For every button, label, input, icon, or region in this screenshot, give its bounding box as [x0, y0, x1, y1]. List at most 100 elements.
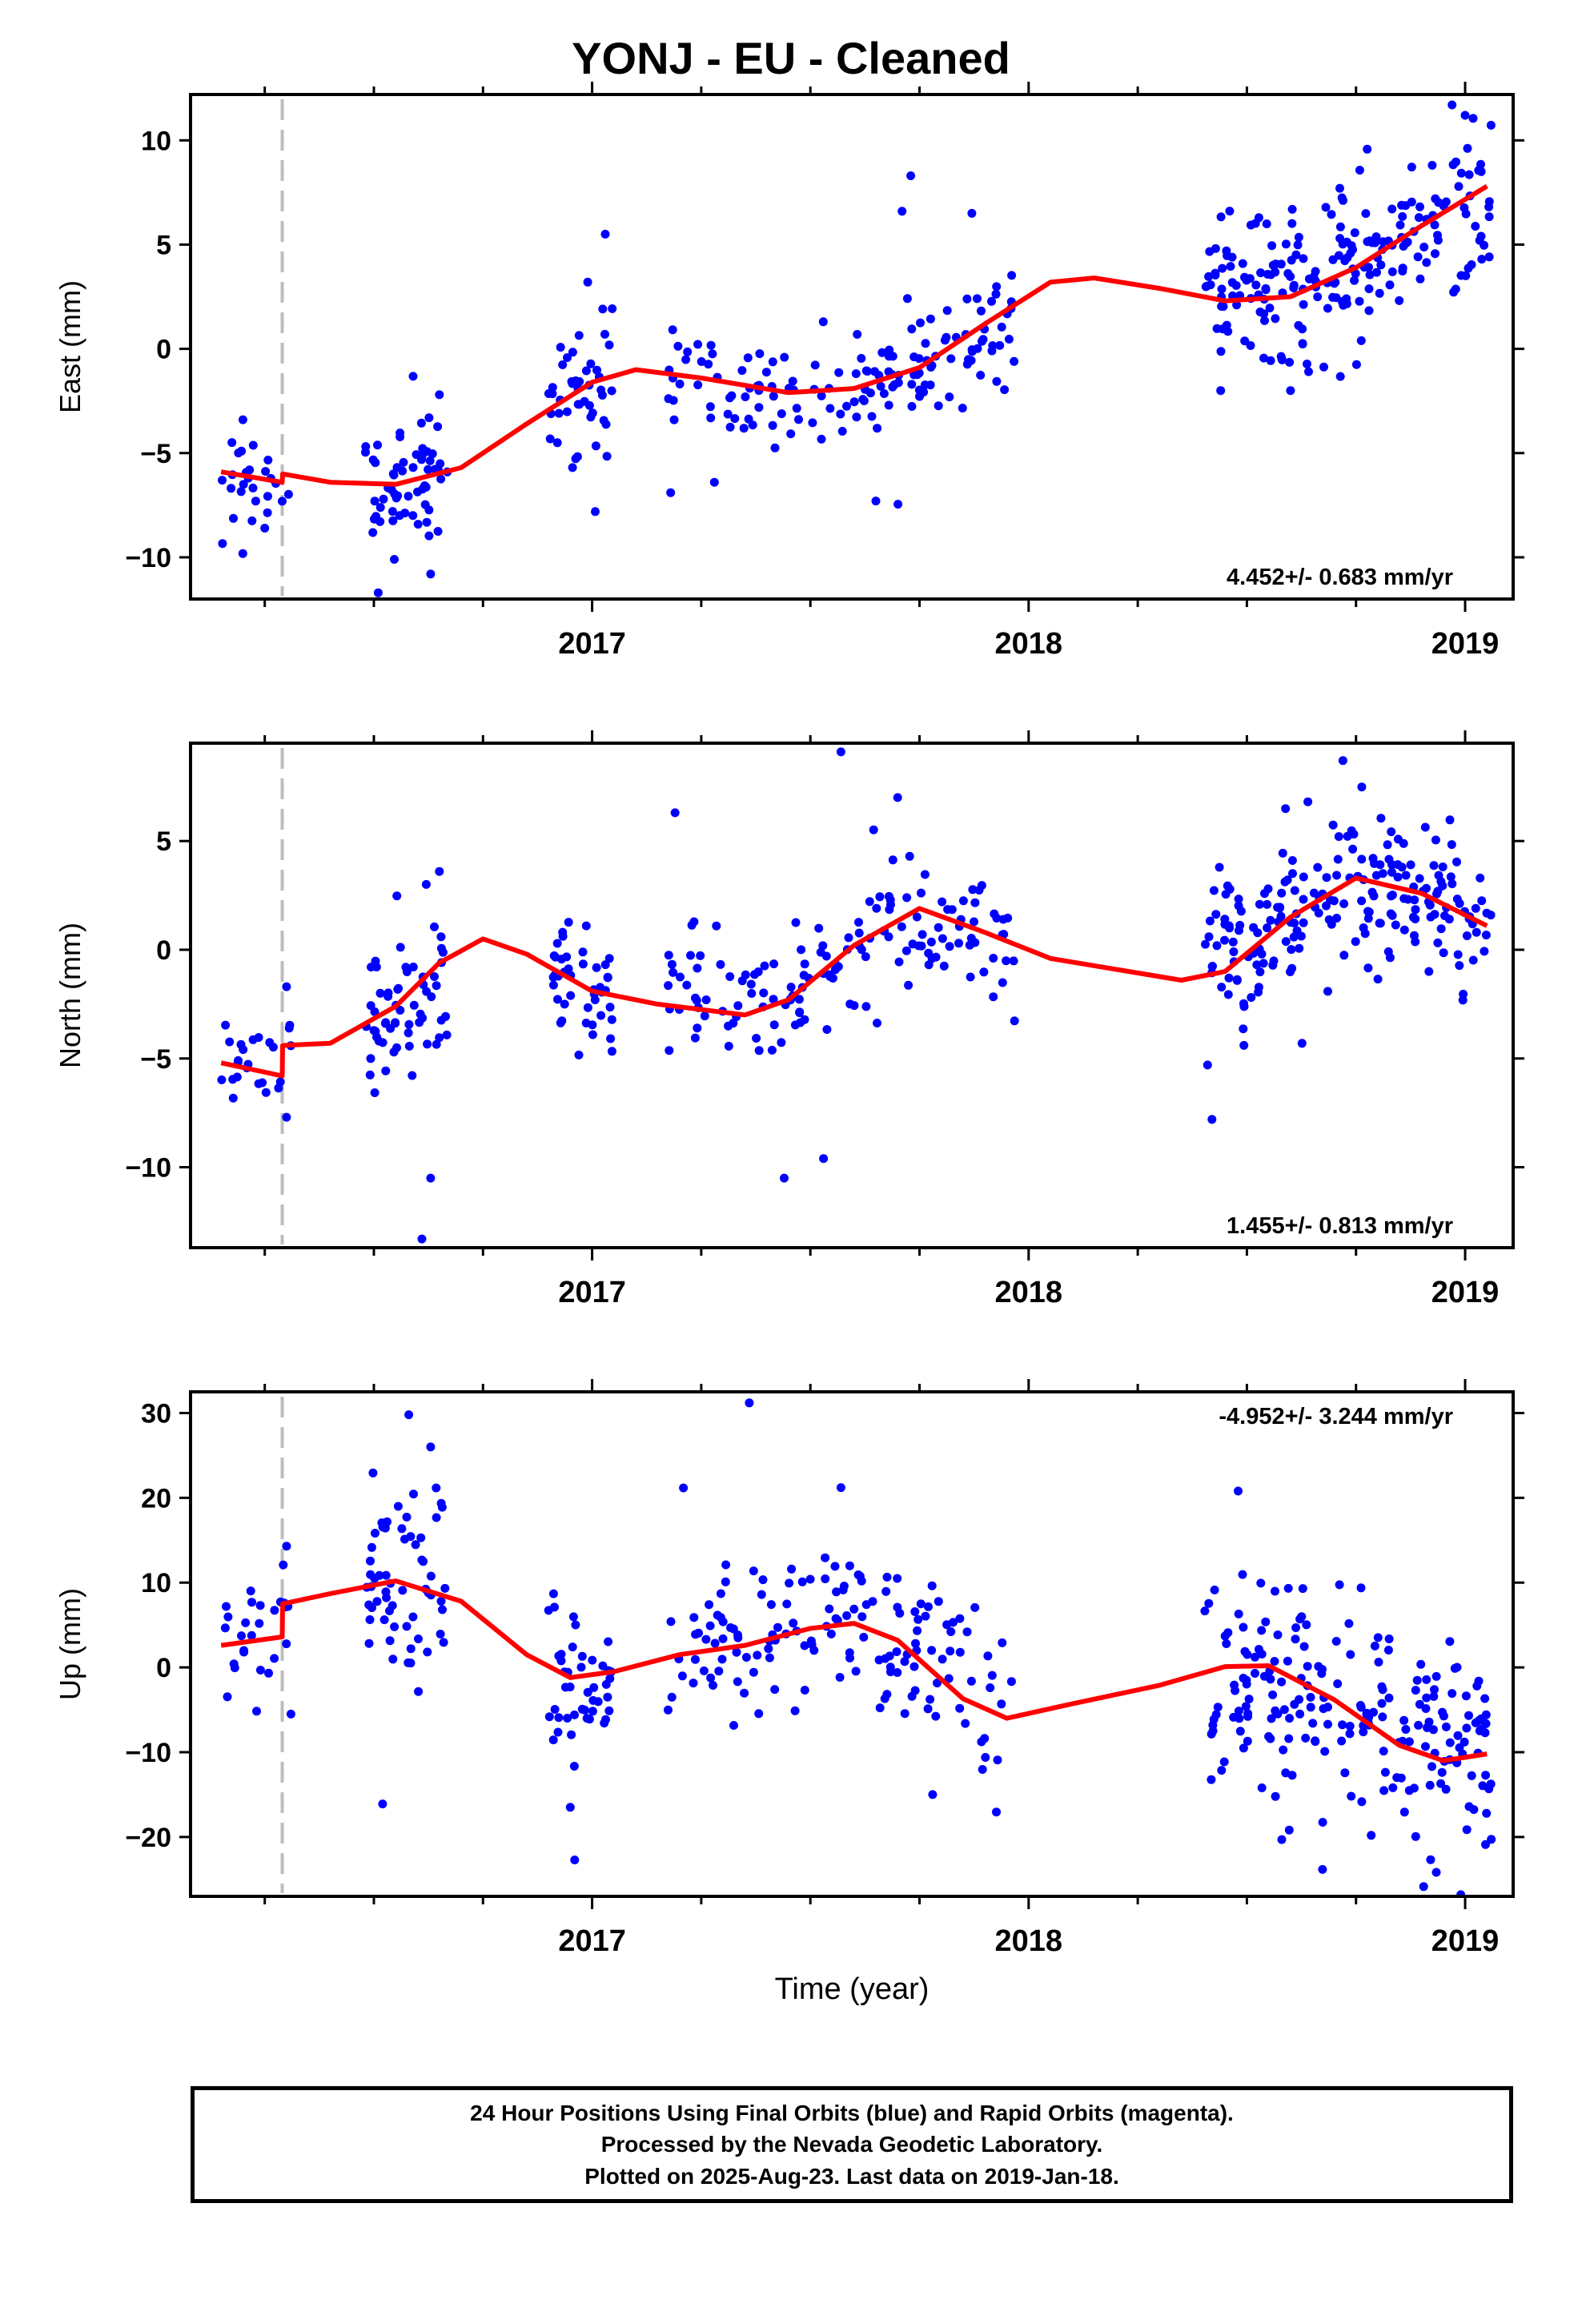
data-point [997, 1699, 1006, 1709]
data-point [1429, 861, 1439, 870]
y-tick-label: −5 [140, 439, 171, 469]
data-point [875, 1703, 885, 1713]
data-point [769, 995, 778, 1004]
data-point [1379, 1747, 1388, 1756]
data-point [997, 322, 1006, 332]
data-point [591, 507, 600, 517]
data-point [393, 491, 403, 501]
data-point [689, 1613, 699, 1622]
data-point [733, 1633, 743, 1642]
data-point [967, 347, 977, 356]
data-point [1236, 907, 1246, 916]
data-point [897, 922, 906, 931]
data-point [920, 870, 930, 879]
data-point [1433, 235, 1443, 245]
data-point [1351, 937, 1360, 947]
data-point [691, 993, 700, 1003]
x-tick-label: 2019 [1431, 1276, 1500, 1309]
data-point [669, 415, 679, 424]
data-point [741, 392, 750, 401]
data-point [909, 1662, 919, 1671]
data-point [545, 434, 555, 444]
data-point [900, 1657, 909, 1667]
data-point [552, 438, 562, 448]
data-point-outlier [928, 1790, 938, 1799]
data-point-outlier [282, 1542, 291, 1551]
data-point-outlier [417, 1234, 427, 1244]
data-point [1239, 1024, 1248, 1034]
data-point [780, 352, 789, 362]
data-point [368, 1468, 378, 1478]
data-point [606, 1034, 616, 1043]
data-point [989, 992, 998, 1002]
data-point [1297, 1039, 1307, 1048]
data-point [436, 1015, 446, 1025]
data-point [436, 1597, 446, 1606]
data-point [795, 1008, 805, 1018]
data-point [1232, 300, 1242, 310]
data-point [825, 1604, 834, 1614]
data-point [1241, 1702, 1251, 1711]
data-point [1345, 1722, 1355, 1731]
data-point [1367, 1831, 1376, 1840]
data-point [893, 1574, 902, 1583]
data-point [786, 429, 796, 439]
data-point [279, 1560, 288, 1570]
data-point [388, 516, 398, 525]
rate-label: -4.952+/- 3.244 mm/yr [1219, 1404, 1453, 1429]
data-point [416, 418, 426, 428]
data-point [689, 917, 699, 927]
data-point [248, 1035, 258, 1044]
data-point [995, 340, 1005, 350]
data-point [1451, 284, 1460, 294]
data-point [786, 983, 796, 992]
data-point [574, 331, 584, 340]
data-point [1277, 355, 1287, 364]
data-point [946, 1627, 956, 1636]
data-point [917, 930, 927, 939]
data-point [436, 1630, 445, 1638]
data-point [849, 397, 859, 407]
data-point [759, 988, 769, 998]
data-point [1323, 1719, 1332, 1729]
x-tick-label: 2017 [558, 627, 626, 661]
data-point [921, 1611, 930, 1621]
data-point [1444, 915, 1454, 924]
data-point [805, 1574, 815, 1584]
data-point [1407, 163, 1416, 172]
data-point [409, 1490, 418, 1499]
data-point [741, 970, 750, 979]
data-point [227, 484, 236, 493]
data-point [1287, 856, 1297, 865]
data-point [973, 294, 982, 304]
data-point [768, 420, 777, 430]
data-point [568, 463, 577, 472]
data-point [222, 1602, 231, 1611]
data-point [1453, 1731, 1463, 1740]
data-point [958, 896, 968, 906]
data-point [370, 1088, 379, 1097]
x-tick-label: 2018 [995, 1276, 1063, 1309]
data-point [1455, 961, 1464, 971]
data-point [556, 955, 566, 964]
data-point [1386, 909, 1395, 919]
y-tick-label: 0 [156, 335, 171, 365]
data-point [398, 1586, 408, 1595]
data-point [588, 1030, 597, 1039]
data-point [567, 1730, 576, 1739]
data-point [1430, 1685, 1439, 1695]
data-point [565, 1683, 575, 1691]
data-point [1438, 862, 1447, 871]
plot-area [218, 99, 1496, 597]
data-point [1411, 1686, 1420, 1695]
y-axis-label: North (mm) [54, 923, 86, 1068]
data-point [432, 981, 441, 991]
data-point [605, 1003, 615, 1012]
data-point [746, 979, 756, 989]
data-point [1410, 895, 1419, 905]
data-point [607, 386, 616, 396]
data-point [1208, 1720, 1218, 1730]
data-point [942, 332, 951, 342]
data-point [852, 412, 861, 422]
data-point [757, 1590, 766, 1599]
